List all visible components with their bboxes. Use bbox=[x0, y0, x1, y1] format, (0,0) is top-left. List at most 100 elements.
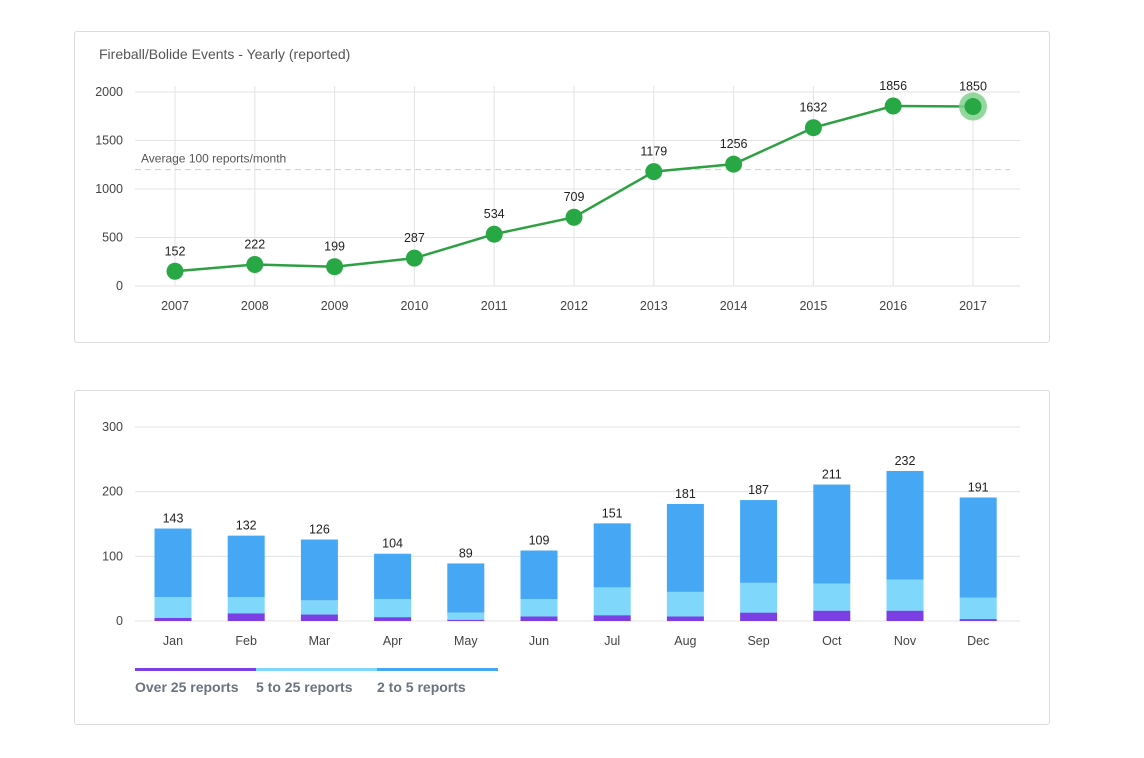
legend-item-over-25[interactable]: Over 25 reports bbox=[135, 668, 256, 695]
data-label: 222 bbox=[244, 237, 265, 251]
bar-segment-series-0[interactable] bbox=[959, 619, 997, 621]
y-tick-label: 0 bbox=[116, 279, 123, 293]
data-point[interactable] bbox=[246, 255, 264, 273]
bar-segment-series-0[interactable] bbox=[593, 615, 631, 621]
data-point[interactable] bbox=[645, 163, 663, 181]
x-tick-label: 2017 bbox=[959, 299, 987, 313]
x-tick-label: Feb bbox=[235, 634, 257, 648]
bar-segment-series-2[interactable] bbox=[666, 503, 704, 592]
x-tick-label: 2007 bbox=[161, 299, 189, 313]
bar-segment-series-2[interactable] bbox=[959, 497, 997, 598]
bar-segment-series-0[interactable] bbox=[447, 619, 485, 621]
x-tick-label: Mar bbox=[309, 634, 331, 648]
bar-segment-series-1[interactable] bbox=[374, 599, 412, 618]
bar-segment-series-2[interactable] bbox=[593, 523, 631, 588]
bar-segment-series-1[interactable] bbox=[593, 587, 631, 616]
data-label: 1850 bbox=[959, 80, 987, 94]
bar-segment-series-2[interactable] bbox=[227, 535, 265, 598]
x-tick-label: Sep bbox=[747, 634, 769, 648]
data-point[interactable] bbox=[485, 225, 503, 243]
legend-item-5-to-25[interactable]: 5 to 25 reports bbox=[256, 668, 377, 695]
bar-segment-series-2[interactable] bbox=[447, 563, 485, 613]
bar-segment-series-1[interactable] bbox=[447, 612, 485, 620]
data-label: 709 bbox=[564, 190, 585, 204]
data-point[interactable] bbox=[326, 258, 344, 276]
bar-segment-series-2[interactable] bbox=[520, 550, 558, 600]
bar-total-label: 191 bbox=[968, 480, 989, 494]
bar-segment-series-0[interactable] bbox=[154, 617, 192, 621]
bar-segment-series-2[interactable] bbox=[300, 539, 338, 601]
x-tick-label: Nov bbox=[894, 634, 917, 648]
data-label: 152 bbox=[165, 244, 186, 258]
bar-segment-series-1[interactable] bbox=[886, 579, 924, 611]
bar-segment-series-0[interactable] bbox=[300, 614, 338, 621]
bar-segment-series-1[interactable] bbox=[959, 597, 997, 620]
x-tick-label: 2014 bbox=[720, 299, 748, 313]
bar-segment-series-0[interactable] bbox=[740, 612, 778, 621]
x-tick-label: 2008 bbox=[241, 299, 269, 313]
bar-segment-series-2[interactable] bbox=[813, 484, 851, 584]
bar-segment-series-1[interactable] bbox=[227, 597, 265, 614]
y-tick-label: 200 bbox=[102, 485, 123, 499]
y-tick-label: 2000 bbox=[95, 85, 123, 99]
bar-total-label: 143 bbox=[163, 512, 184, 526]
y-tick-label: 1000 bbox=[95, 182, 123, 196]
y-tick-label: 0 bbox=[116, 614, 123, 628]
data-label: 534 bbox=[484, 207, 505, 221]
x-tick-label: 2015 bbox=[799, 299, 827, 313]
bar-segment-series-1[interactable] bbox=[300, 600, 338, 615]
y-tick-label: 300 bbox=[102, 420, 123, 434]
data-label: 287 bbox=[404, 231, 425, 245]
data-point[interactable] bbox=[884, 97, 902, 115]
data-point[interactable] bbox=[725, 155, 743, 173]
bar-total-label: 232 bbox=[895, 454, 916, 468]
monthly-bar-chart: 0 100 200 300 143 Jan 132 Feb 126 Mar 104 Apr 89 May… bbox=[102, 420, 1020, 648]
data-label: 1856 bbox=[879, 79, 907, 93]
chart-title: Fireball/Bolide Events - Yearly (reporte… bbox=[99, 46, 350, 62]
data-point[interactable] bbox=[565, 208, 583, 226]
data-label: 1179 bbox=[640, 145, 667, 159]
bar-segment-series-1[interactable] bbox=[666, 591, 704, 617]
x-tick-label: Aug bbox=[674, 634, 696, 648]
data-label: 1632 bbox=[799, 101, 827, 115]
bar-segment-series-1[interactable] bbox=[520, 599, 558, 617]
bar-total-label: 89 bbox=[459, 546, 473, 560]
bar-total-label: 109 bbox=[529, 534, 550, 548]
data-point[interactable] bbox=[804, 119, 822, 137]
bar-segment-series-2[interactable] bbox=[154, 528, 192, 598]
bar-segment-series-0[interactable] bbox=[886, 610, 924, 621]
data-point[interactable] bbox=[405, 249, 423, 267]
bar-segment-series-2[interactable] bbox=[374, 553, 412, 600]
bar-total-label: 132 bbox=[236, 519, 257, 533]
bar-total-label: 187 bbox=[748, 483, 769, 497]
data-point[interactable] bbox=[964, 98, 982, 116]
x-tick-label: 2010 bbox=[400, 299, 428, 313]
bar-segment-series-0[interactable] bbox=[813, 610, 851, 621]
bar-segment-series-1[interactable] bbox=[813, 583, 851, 611]
x-tick-label: Apr bbox=[383, 634, 402, 648]
bar-segment-series-2[interactable] bbox=[886, 470, 924, 580]
data-label: 1256 bbox=[720, 137, 748, 151]
data-label: 199 bbox=[324, 240, 345, 254]
x-tick-label: 2012 bbox=[560, 299, 588, 313]
bar-total-label: 181 bbox=[675, 487, 696, 501]
bar-segment-series-2[interactable] bbox=[740, 500, 778, 583]
data-point[interactable] bbox=[166, 262, 184, 280]
average-reference-label: Average 100 reports/month bbox=[141, 152, 286, 166]
x-tick-label: May bbox=[454, 634, 478, 648]
legend-item-2-to-5[interactable]: 2 to 5 reports bbox=[377, 668, 498, 695]
bar-segment-series-1[interactable] bbox=[154, 597, 192, 618]
bar-segment-series-0[interactable] bbox=[374, 617, 412, 621]
bar-segment-series-1[interactable] bbox=[740, 582, 778, 613]
x-tick-label: Jul bbox=[604, 634, 620, 648]
y-tick-label: 100 bbox=[102, 549, 123, 563]
bar-segment-series-0[interactable] bbox=[666, 616, 704, 621]
x-tick-label: 2011 bbox=[481, 299, 508, 313]
bar-segment-series-0[interactable] bbox=[227, 613, 265, 621]
x-tick-label: 2009 bbox=[321, 299, 349, 313]
bar-segment-series-0[interactable] bbox=[520, 616, 558, 621]
bar-total-label: 211 bbox=[822, 468, 842, 482]
y-tick-label: 500 bbox=[102, 231, 123, 245]
yearly-chart-panel: Fireball/Bolide Events - Yearly (reporte… bbox=[74, 31, 1050, 343]
x-tick-label: 2016 bbox=[879, 299, 907, 313]
